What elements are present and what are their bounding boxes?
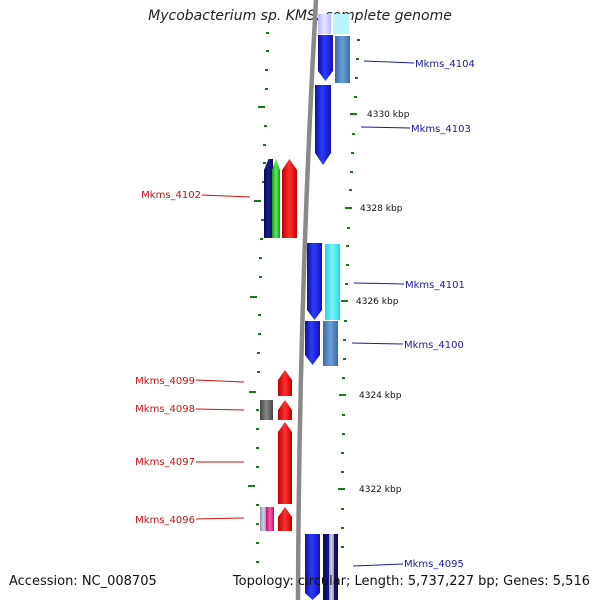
- gene-mkms-4104-block: [318, 35, 333, 81]
- scale-labels: 4330 kbp 4328 kbp 4326 kbp 4324 kbp 4322…: [356, 110, 410, 495]
- left-tick-rail: [248, 32, 269, 563]
- gene-lavender-block: [318, 14, 331, 34]
- gene-label-mkms-4102: Mkms_4102: [141, 190, 201, 201]
- gene-mkms-4101-partner-block: [307, 243, 322, 320]
- gene-cyan-top-block: [333, 14, 349, 34]
- gene-mkms-4096-block: [278, 507, 292, 531]
- gene-mkms-4103-block: [315, 85, 331, 165]
- gene-mkms-4102-green-block: [272, 159, 280, 238]
- gene-mkms-4097-block: [278, 422, 292, 504]
- gene-mkms-4104-partner-block: [335, 36, 350, 83]
- right-tick-rail: [338, 39, 360, 548]
- scale-label-4322: 4322 kbp: [359, 485, 402, 495]
- scale-label-4324: 4324 kbp: [359, 391, 402, 401]
- gene-mkms-4099-block: [278, 370, 292, 396]
- gene-label-mkms-4098: Mkms_4098: [135, 404, 195, 415]
- gene-silver-block: [329, 534, 334, 600]
- accession-text: Accession: NC_008705: [9, 574, 157, 589]
- reverse-strand-genes: [260, 159, 297, 531]
- gene-label-mkms-4100: Mkms_4100: [404, 340, 464, 351]
- gene-label-mkms-4097: Mkms_4097: [135, 457, 195, 468]
- gene-mkms-4101-block: [325, 244, 340, 320]
- gene-mkms-4102-block: [282, 159, 297, 238]
- forward-callout-lines: [351, 60, 415, 567]
- gene-label-mkms-4095: Mkms_4095: [404, 559, 464, 570]
- genome-backbone: [295, 0, 319, 600]
- gene-mkms-4096-pink-block: [266, 507, 274, 531]
- gene-mkms-4102-navy-block: [264, 159, 273, 238]
- scale-label-4328: 4328 kbp: [360, 204, 403, 214]
- scale-label-4326: 4326 kbp: [356, 297, 399, 307]
- gene-label-mkms-4101: Mkms_4101: [405, 280, 465, 291]
- gene-mkms-4098-gray-block: [260, 400, 273, 420]
- gene-mkms-4098-block: [278, 400, 292, 420]
- forward-gene-labels: Mkms_4104 Mkms_4103 Mkms_4101 Mkms_4100 …: [404, 59, 475, 570]
- gene-mkms-4095-partner-block: [305, 534, 320, 600]
- reverse-gene-labels: Mkms_4102 Mkms_4099 Mkms_4098 Mkms_4097 …: [135, 190, 201, 526]
- genome-summary-text: Topology: circular; Length: 5,737,227 bp…: [232, 574, 590, 589]
- gene-label-mkms-4104: Mkms_4104: [415, 59, 475, 70]
- gene-label-mkms-4103: Mkms_4103: [411, 124, 471, 135]
- map-title: Mycobacterium sp. KMS, complete genome: [148, 8, 452, 24]
- gene-label-mkms-4096: Mkms_4096: [135, 515, 195, 526]
- reverse-callout-lines: [195, 194, 251, 520]
- gene-label-mkms-4099: Mkms_4099: [135, 376, 195, 387]
- gene-mkms-4100-partner-block: [305, 321, 320, 365]
- scale-label-4330: 4330 kbp: [367, 110, 410, 120]
- forward-strand-genes: [305, 14, 350, 600]
- gene-mkms-4100-block: [323, 321, 338, 366]
- gene-mkms-4096-silver-block: [260, 507, 267, 531]
